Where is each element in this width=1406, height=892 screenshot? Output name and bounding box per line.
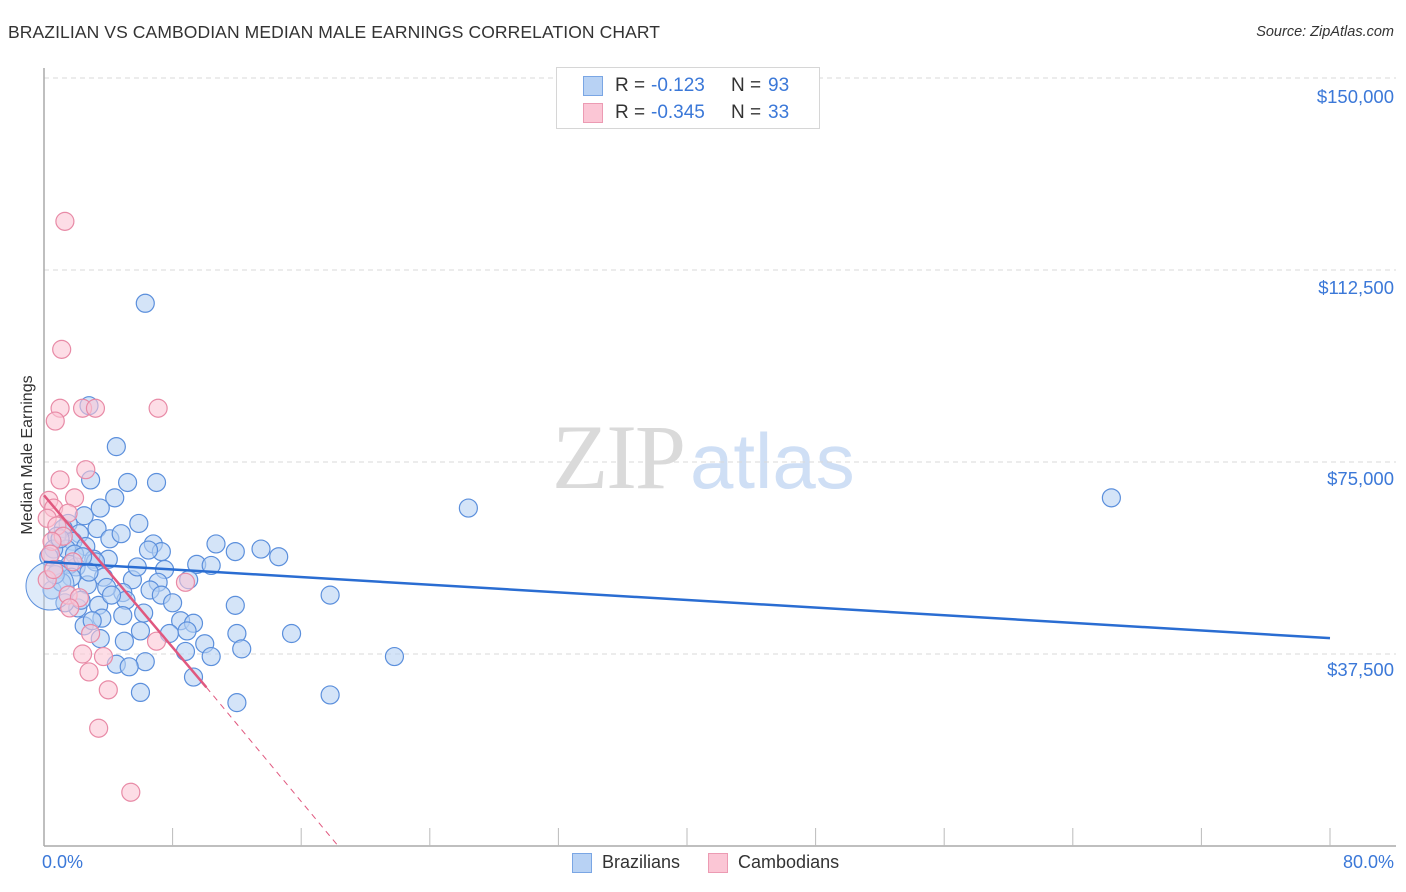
legend-row-brazilians: R = -0.123 N = 93 [583,74,789,98]
y-tick-75000: $75,000 [1327,468,1394,489]
chart-title: BRAZILIAN VS CAMBODIAN MEDIAN MALE EARNI… [8,22,661,42]
axes [43,68,1396,847]
n-value: 33 [768,102,790,123]
legend-row-cambodians: R = -0.345 N = 33 [583,101,789,125]
legend-item-brazilians[interactable]: Brazilians [572,852,680,873]
x-tick-max: 80.0% [1342,852,1394,872]
y-tick-150000: $150,000 [1316,86,1394,107]
legend-item-cambodians[interactable]: Cambodians [708,852,839,873]
correlation-legend: R = -0.123 N = 93 R = -0.345 N = 33 [556,67,820,129]
brazilians-points [25,293,1121,713]
cambodians-swatch-icon [583,103,603,123]
gridlines [44,77,1396,655]
x-tick-min: 0.0% [42,852,84,872]
y-axis-label: Median Male Earnings [19,375,36,535]
y-tick-37500: $37,500 [1327,659,1394,680]
r-value: -0.123 [651,75,705,96]
cambodians-swatch-icon [708,852,729,873]
series-legend: Brazilians Cambodians [572,852,867,873]
r-value: -0.345 [651,102,705,123]
zipatlas-watermark: ZIPatlas [552,406,855,508]
trend-lines [43,494,1331,847]
source-label: Source: ZipAtlas.com [1256,24,1394,40]
n-value: 93 [768,75,790,96]
brazilians-swatch-icon [583,76,603,96]
brazilians-swatch-icon [572,852,592,873]
y-tick-112500: $112,500 [1318,277,1394,298]
